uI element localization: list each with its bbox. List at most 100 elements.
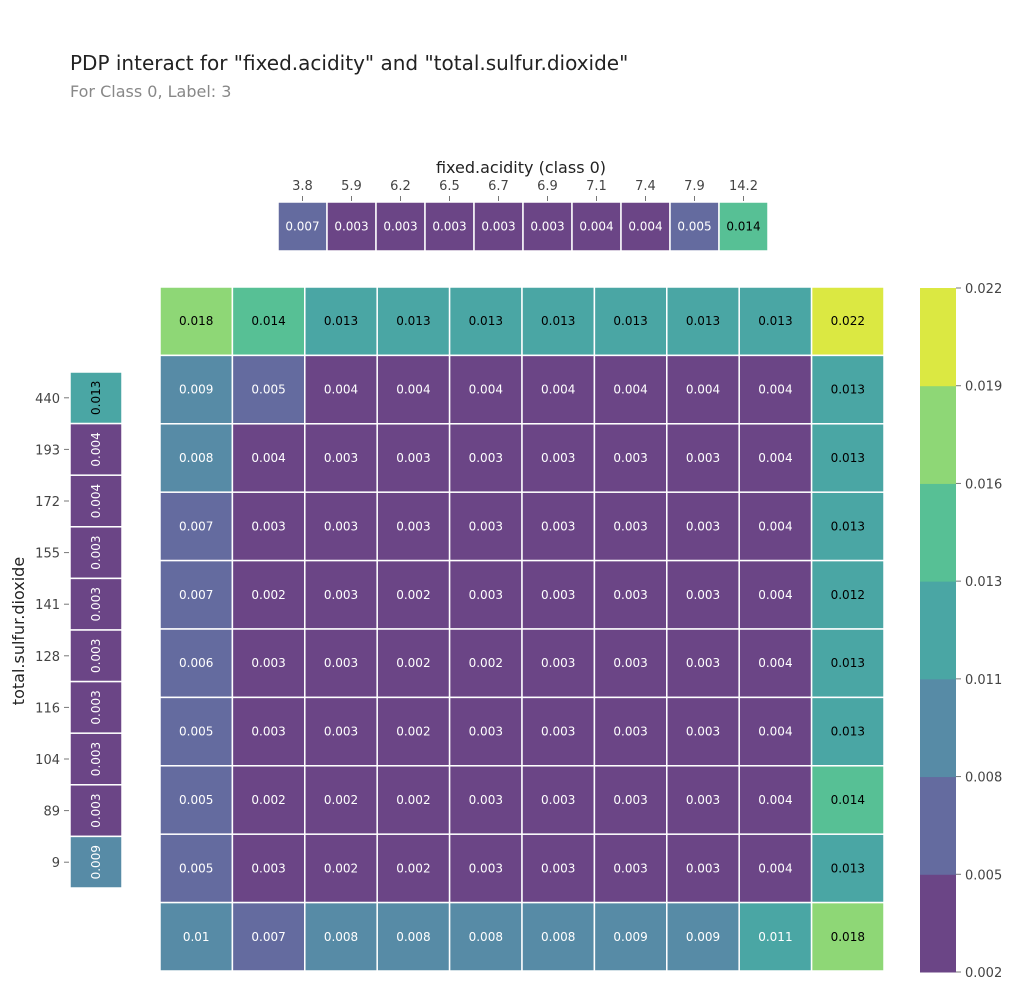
heatmap-value: 0.003 <box>251 656 285 670</box>
left-marginal-value: 0.009 <box>89 845 103 879</box>
colorbar-segment <box>920 581 956 680</box>
heatmap-value: 0.004 <box>324 383 358 397</box>
left-marginal-value: 0.003 <box>89 690 103 724</box>
left-marginal-value: 0.003 <box>89 535 103 569</box>
heatmap-cell <box>231 423 306 493</box>
heatmap-cell <box>521 559 596 630</box>
heatmap-value: 0.004 <box>758 656 792 670</box>
chart-title: PDP interact for "fixed.acidity" and "to… <box>70 51 628 75</box>
colorbar-tick-label: 0.008 <box>965 771 1002 786</box>
heatmap-value: 0.013 <box>469 314 503 328</box>
heatmap-value: 0.003 <box>686 519 720 533</box>
heatmap-cell <box>159 765 234 835</box>
heatmap-value: 0.004 <box>758 793 792 807</box>
heatmap-value: 0.007 <box>179 588 213 602</box>
heatmap-value: 0.003 <box>613 656 647 670</box>
left-marginal-cell <box>69 577 123 631</box>
heatmap-value: 0.003 <box>396 519 430 533</box>
top-marginal-value: 0.014 <box>726 220 760 234</box>
heatmap-cell <box>448 901 523 972</box>
heatmap-cell <box>159 628 234 699</box>
y-tick-label: 193 <box>35 443 60 458</box>
left-marginal-cell <box>69 422 123 476</box>
heatmap-value: 0.004 <box>541 383 575 397</box>
heatmap-cell <box>593 559 668 630</box>
y-tick-label: 141 <box>35 598 60 613</box>
heatmap-value: 0.013 <box>831 383 865 397</box>
heatmap-value: 0.004 <box>251 451 285 465</box>
heatmap-value: 0.003 <box>613 588 647 602</box>
heatmap-value: 0.002 <box>324 861 358 875</box>
heatmap-value: 0.003 <box>613 793 647 807</box>
heatmap-value: 0.008 <box>469 930 503 944</box>
heatmap-value: 0.003 <box>469 451 503 465</box>
top-marginal-value: 0.005 <box>677 220 711 234</box>
x-tick-label: 5.9 <box>341 179 362 194</box>
heatmap-cell <box>738 833 813 904</box>
heatmap-cell <box>810 833 885 904</box>
colorbar-segment <box>920 874 956 973</box>
heatmap-value: 0.004 <box>686 383 720 397</box>
heatmap-cell <box>810 628 885 699</box>
heatmap-cell <box>304 765 378 835</box>
colorbar-tick-label: 0.002 <box>965 966 1002 981</box>
heatmap-cell <box>231 491 306 562</box>
heatmap-value: 0.004 <box>758 861 792 875</box>
heatmap-value: 0.003 <box>686 656 720 670</box>
heatmap-value: 0.004 <box>469 383 503 397</box>
heatmap-cell <box>231 696 306 767</box>
heatmap-value: 0.004 <box>613 383 647 397</box>
heatmap-cell <box>448 696 523 767</box>
heatmap-cell <box>159 833 234 904</box>
heatmap-value: 0.003 <box>324 519 358 533</box>
heatmap-value: 0.003 <box>541 519 575 533</box>
heatmap-cell <box>376 901 451 972</box>
heatmap-value: 0.003 <box>251 725 285 739</box>
heatmap-value: 0.003 <box>541 725 575 739</box>
heatmap-value: 0.004 <box>758 588 792 602</box>
heatmap-cell <box>666 559 740 630</box>
left-marginal-value: 0.004 <box>89 432 103 466</box>
y-axis-label: total.sulfur.dioxide <box>9 557 28 705</box>
colorbar-tick-label: 0.022 <box>965 282 1002 297</box>
heatmap-value: 0.018 <box>179 314 213 328</box>
heatmap-grid: 0.018 0.014 0.013 0.013 0.013 0.013 0.013 0.013… <box>159 286 885 972</box>
heatmap-value: 0.003 <box>251 861 285 875</box>
colorbar-tick-label: 0.013 <box>965 575 1002 590</box>
heatmap-cell <box>521 628 596 699</box>
colorbar: 0.002 0.005 0.008 0.011 0.013 0.016 0.019 0.022 <box>920 282 1002 981</box>
heatmap-value: 0.002 <box>396 588 430 602</box>
heatmap-cell <box>738 286 813 357</box>
heatmap-cell <box>448 286 523 357</box>
x-tick-label: 6.5 <box>439 179 460 194</box>
heatmap-value: 0.009 <box>179 383 213 397</box>
heatmap-value: 0.014 <box>831 793 865 807</box>
heatmap-value: 0.003 <box>541 588 575 602</box>
heatmap-value: 0.003 <box>324 725 358 739</box>
left-marginal-cell <box>69 835 123 889</box>
x-tick-label: 14.2 <box>729 179 758 194</box>
top-marginal-value: 0.004 <box>628 220 662 234</box>
top-marginal-value: 0.004 <box>579 220 613 234</box>
heatmap-value: 0.005 <box>179 861 213 875</box>
top-marginal-cell <box>326 201 377 252</box>
colorbar-segment <box>920 483 956 582</box>
heatmap-cell <box>666 491 740 562</box>
left-marginal-cell <box>69 680 123 734</box>
top-marginal-cell <box>718 201 769 252</box>
heatmap-value: 0.009 <box>686 930 720 944</box>
heatmap-value: 0.011 <box>758 930 792 944</box>
colorbar-segment <box>920 776 956 875</box>
left-marginal-value: 0.003 <box>89 639 103 673</box>
heatmap-value: 0.008 <box>324 930 358 944</box>
heatmap-cell <box>376 765 451 835</box>
heatmap-value: 0.003 <box>541 861 575 875</box>
heatmap-value: 0.003 <box>469 725 503 739</box>
heatmap-cell <box>738 628 813 699</box>
heatmap-cell <box>448 491 523 562</box>
heatmap-value: 0.008 <box>179 451 213 465</box>
colorbar-tick-label: 0.005 <box>965 868 1002 883</box>
heatmap-cell <box>376 559 451 630</box>
colorbar-segment <box>920 385 956 484</box>
top-marginal-value: 0.003 <box>383 220 417 234</box>
